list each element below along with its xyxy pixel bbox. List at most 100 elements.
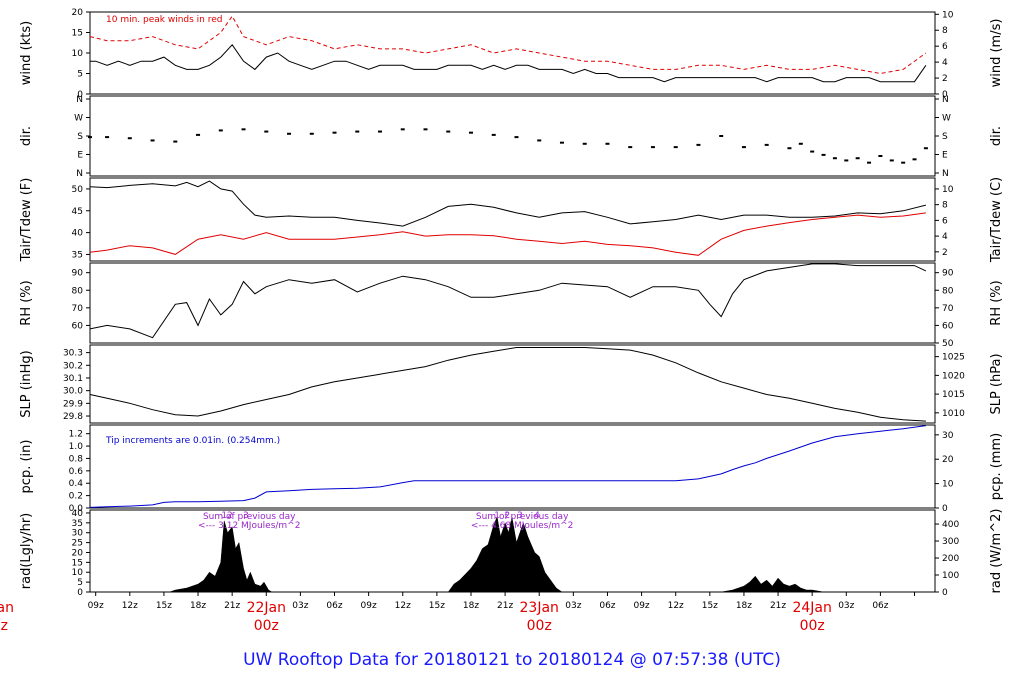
panel-frame <box>89 424 936 509</box>
xtick-label: 03z <box>292 601 308 611</box>
radiation-marker: 2 <box>505 511 511 521</box>
ytick-label-left: 15 <box>72 29 83 39</box>
ytick-label-right: 2 <box>942 74 948 84</box>
ytick-label-right: N <box>942 95 949 105</box>
dir-point <box>605 142 610 145</box>
ytick-label-right: S <box>942 132 948 142</box>
ytick-label-left: 50 <box>72 185 84 195</box>
radiation-marker: 1 <box>494 511 500 521</box>
day-label-date: 23Jan <box>520 600 559 616</box>
ytick-label-left: 35 <box>72 250 83 260</box>
ytick-label-right: 6 <box>942 216 948 226</box>
panel-frame <box>89 344 936 424</box>
dir-point <box>810 150 815 153</box>
ytick-label-right: 2 <box>942 248 948 258</box>
ytick-label-left: 0.2 <box>69 492 83 502</box>
dir-point <box>764 143 769 146</box>
radiation-marker: 1 <box>221 511 227 521</box>
ytick-label-right: 6 <box>942 42 948 52</box>
panel-annotation: 10 min. peak winds in red <box>106 15 223 25</box>
day-label-partial-time: z <box>1 618 8 634</box>
ytick-label-left: 30.0 <box>63 387 83 397</box>
ytick-label-left: N <box>76 95 83 105</box>
xtick-label: 12z <box>668 601 684 611</box>
dir-point <box>912 158 917 161</box>
panel-wind: wind (kts) wind (m/s) 0 5 10 15 20 0 2 4 6 8 10 10 mi… <box>19 8 1004 100</box>
pcp-series-line <box>89 425 926 508</box>
ytick-label-right: 90 <box>942 269 954 279</box>
ytick-label-left: W <box>74 114 83 124</box>
dir-point <box>844 159 849 162</box>
day-label-date: 24Jan <box>792 600 831 616</box>
ytick-label-left: 1.2 <box>69 430 83 440</box>
temp-series-line <box>89 180 927 227</box>
ytick-label-right: 10 <box>942 10 954 20</box>
ytick-label-right: 10 <box>942 185 954 195</box>
ytick-label-left: N <box>76 169 83 179</box>
ytick-label-right: 200 <box>942 554 959 564</box>
ytick-label-left: 0 <box>77 90 83 100</box>
dir-point <box>127 137 132 140</box>
panel-frame <box>89 95 936 177</box>
xtick-label: 09z <box>88 601 104 611</box>
ytick-label-left: 60 <box>72 321 84 331</box>
dir-point <box>741 146 746 149</box>
temp-series-line <box>89 212 926 256</box>
dir-point <box>332 131 337 134</box>
dir-point <box>821 153 826 156</box>
ytick-label-right: 100 <box>942 571 959 581</box>
dir-point <box>889 159 894 162</box>
panel-pcp: pcp. (in) pcp. (mm) 0.0 0.2 0.4 0.6 0.8 1.0 1.2 0… <box>19 424 1004 514</box>
ytick-label-right: 1015 <box>942 390 965 400</box>
panel-rh: RH (%) RH (%) 60 70 80 90 50 60 70 80 90 <box>19 262 1004 349</box>
ylabel-left: dir. <box>19 126 34 146</box>
dir-point <box>628 146 633 149</box>
ytick-label-right: 8 <box>942 26 948 36</box>
dir-point <box>400 128 405 131</box>
xtick-label: 15z <box>702 601 718 611</box>
ylabel-right: dir. <box>989 126 1004 146</box>
dir-point <box>673 146 678 149</box>
dir-point <box>878 155 883 157</box>
ytick-label-left: 5 <box>77 70 83 80</box>
xtick-label: 06z <box>326 601 342 611</box>
dir-point <box>88 136 92 139</box>
dir-point <box>650 146 655 149</box>
ytick-label-left: 30 <box>72 529 84 539</box>
chart-title: UW Rooftop Data for 20180121 to 20180124… <box>243 650 781 670</box>
panel-annotation: Tip increments are 0.01in. (0.254mm.) <box>105 436 280 446</box>
ytick-label-left: 20 <box>72 8 84 18</box>
dir-point <box>787 147 792 150</box>
radiation-marker: 4 <box>534 511 540 521</box>
wind-series-line <box>90 44 927 83</box>
ytick-label-right: 70 <box>942 304 954 314</box>
day-label-time: 00z <box>527 618 552 634</box>
ylabel-right: wind (m/s) <box>989 19 1004 88</box>
panel-dir: dir. dir.N NE ES SW WN N <box>19 95 1004 179</box>
xtick-label: 06z <box>872 601 888 611</box>
ytick-label-left: 30.1 <box>63 374 83 384</box>
ytick-label-left: 35 <box>72 519 83 529</box>
radiation-marker: 3 <box>517 511 523 521</box>
radiation-annotation: Sum of previous day <box>476 512 569 522</box>
ylabel-right: rad (W/m^2) <box>989 509 1004 594</box>
radiation-annotation: <--- 4.68 MJoules/m^2 <box>471 521 573 531</box>
dir-point <box>423 128 428 131</box>
ytick-label-left: 90 <box>72 269 84 279</box>
ylabel-left: rad(Lgly/hr) <box>19 513 34 589</box>
xtick-label: 12z <box>395 601 411 611</box>
radiation-annotation: <--- 3.12 MJoules/m^2 <box>198 521 300 531</box>
dir-point <box>696 143 701 146</box>
ytick-label-left: 10 <box>72 49 84 59</box>
day-label-partial-date: Jan <box>0 600 14 616</box>
ytick-label-right: 300 <box>942 537 959 547</box>
ytick-label-left: 1.0 <box>69 442 84 452</box>
ytick-label-left: E <box>77 151 83 161</box>
xtick-label: 18z <box>463 601 479 611</box>
radiation-area <box>169 516 824 593</box>
day-label-date: 22Jan <box>247 600 286 616</box>
ytick-label-left: 45 <box>72 207 83 217</box>
xtick-label: 21z <box>497 601 513 611</box>
ytick-label-left: 29.9 <box>63 399 83 409</box>
ylabel-right: SLP (hPa) <box>989 353 1004 414</box>
